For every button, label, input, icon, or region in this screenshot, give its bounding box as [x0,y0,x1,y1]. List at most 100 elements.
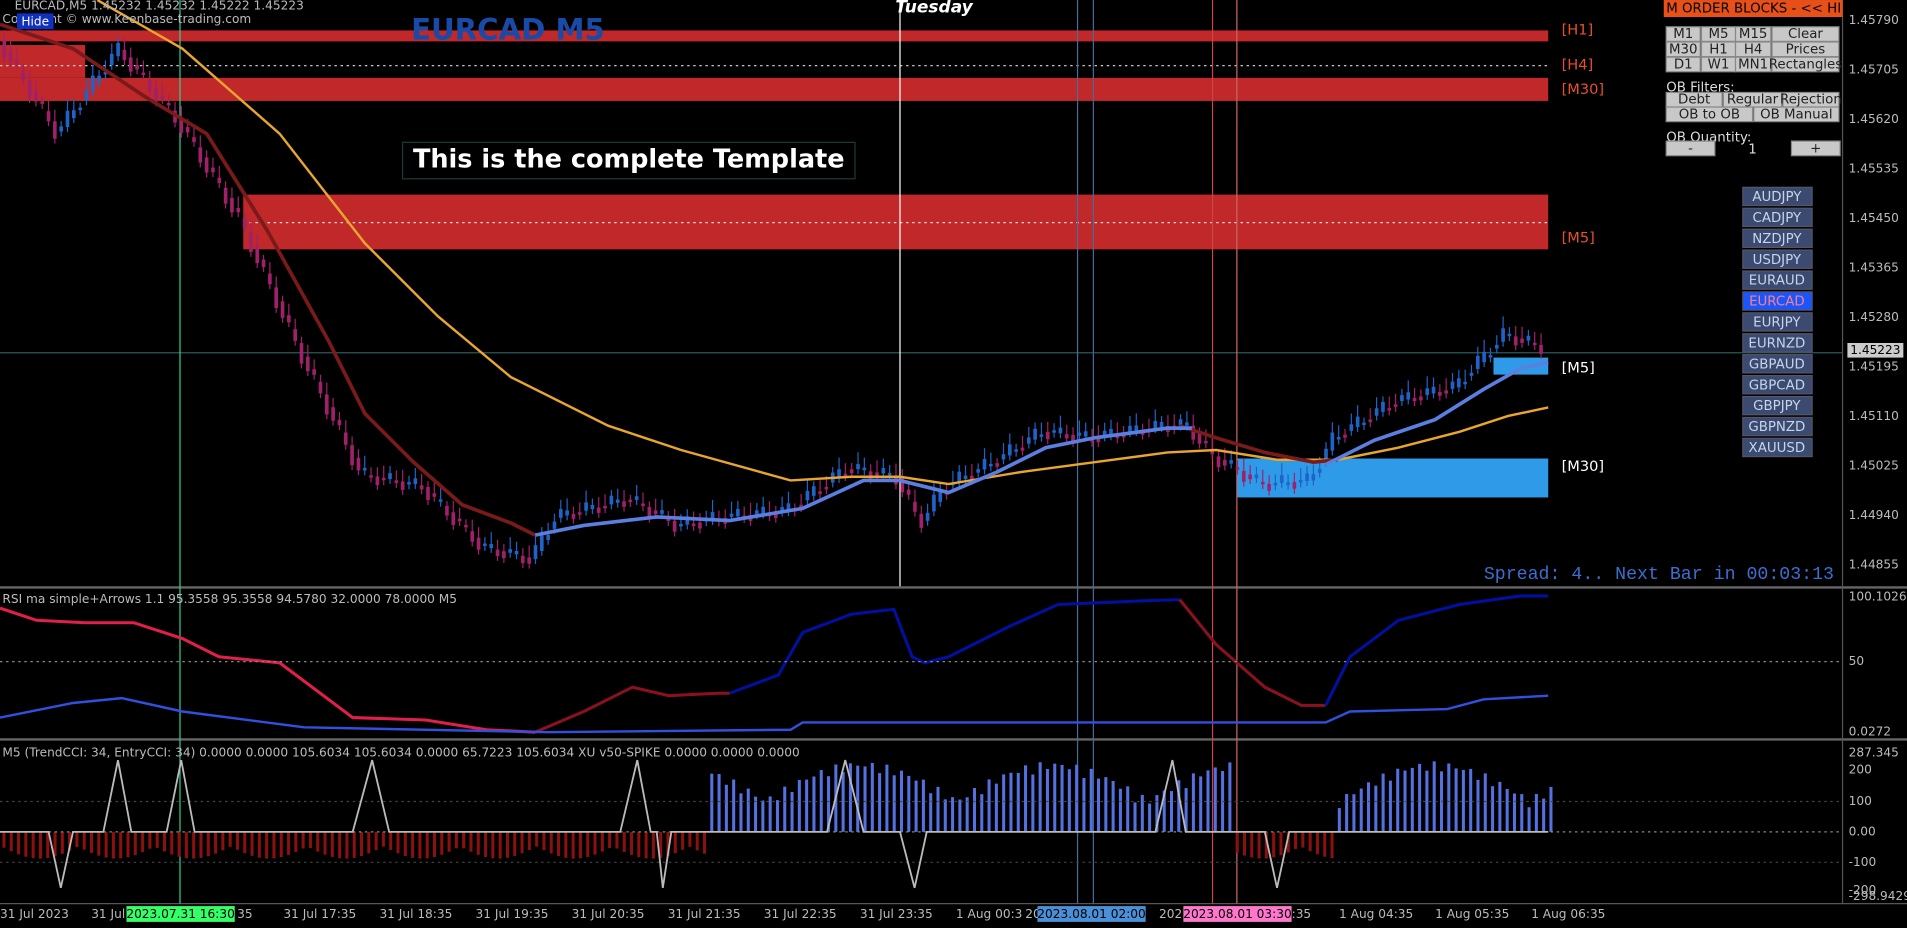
symbol-button[interactable] [1742,186,1813,207]
filter-button-label[interactable]: Debt [1678,93,1710,108]
cci-bar [564,831,568,858]
hide-button[interactable] [17,13,54,30]
timeframe-button-label[interactable]: W1 [1708,57,1730,72]
timeframe-button[interactable] [1771,56,1840,73]
filter-button-label[interactable]: Regular [1727,93,1779,108]
symbol-button[interactable] [1742,291,1813,311]
cci-bar [673,831,677,854]
symbol-label[interactable]: GBPNZD [1748,420,1805,435]
symbol-label[interactable]: XAUUSD [1749,441,1806,456]
cci-bar [338,831,342,859]
candle-body [558,509,563,518]
cci-bar [943,799,947,832]
timeframe-button-label[interactable]: Clear [1788,27,1823,42]
symbol-label[interactable]: CADJPY [1753,211,1802,226]
minus-button[interactable] [1665,140,1716,157]
cci-bar [1191,773,1195,832]
symbol-button[interactable] [1742,354,1813,374]
symbol-button[interactable] [1742,270,1813,290]
timeframe-button-label[interactable]: H1 [1709,42,1728,57]
cci-bar [148,831,152,849]
cci-bar [301,831,305,849]
candle-body [577,512,582,515]
time-label: 31 Jul 18:35 [379,907,452,921]
cci-bar [1367,782,1371,832]
cci-bar [724,784,728,832]
candle-body [53,121,57,139]
zone-label: [H4] [1562,57,1594,74]
symbol-label[interactable]: GBPAUD [1749,357,1805,372]
cci-bar [228,831,232,847]
price-label: 1.45195 [1849,360,1899,374]
symbol-button[interactable] [1742,228,1813,249]
cci-bar [1454,768,1458,832]
symbol-label[interactable]: EURCAD [1749,295,1805,310]
plus-button[interactable] [1790,140,1841,157]
symbol-label[interactable]: AUDJPY [1752,190,1802,205]
timeframe-button-label[interactable]: M15 [1739,27,1768,42]
timeframe-button-label[interactable]: MN1 [1738,57,1768,72]
timeframe-button-label[interactable]: H4 [1744,42,1763,57]
filter-button-label[interactable]: Rejection [1780,93,1842,108]
timeframe-button[interactable] [1734,56,1772,73]
symbol-label[interactable]: GBPJPY [1753,399,1801,414]
cci-bar [666,831,670,856]
copyright: Copyright © www.Keenbase-trading.com [2,12,251,26]
filter-button-label[interactable]: OB Manual [1760,107,1832,122]
timeframe-button[interactable] [1665,56,1701,73]
symbol-button[interactable] [1742,374,1813,395]
candle-body [331,407,335,421]
candle-body [1438,391,1442,396]
timeframe-button-label[interactable]: M30 [1669,42,1698,57]
price-label: 1.44940 [1849,508,1899,522]
symbol-button[interactable] [1742,416,1813,437]
time-label: 31 Jul 2023 [0,907,69,921]
timeframe-button-label[interactable]: Rectangles [1769,57,1843,72]
cci-bar [498,831,502,859]
symbol-button[interactable] [1742,333,1813,353]
candle-body [1260,481,1265,485]
candle-body [1387,408,1392,411]
cci-bar [549,831,553,854]
filter-button[interactable] [1665,106,1754,123]
hide-button-label[interactable]: Hide [21,14,49,28]
cci-bar [841,772,845,832]
candle-body [451,512,456,526]
cci-bar [1140,794,1144,832]
filter-button[interactable] [1753,106,1840,123]
cci-bar [1425,770,1429,832]
time-label: :35 [1292,907,1312,921]
candle-body [350,445,354,466]
symbol-label[interactable]: NZDJPY [1752,232,1802,247]
candle-body [647,506,652,518]
timeframe-button-label[interactable]: D1 [1674,57,1693,72]
symbol-button[interactable] [1742,437,1813,458]
timeframe-button-label[interactable]: M1 [1673,27,1693,42]
candle-body [1469,372,1474,376]
symbol-button[interactable] [1742,249,1813,269]
zone [1236,458,1549,498]
candle-body [1014,449,1018,452]
cci-bar [754,796,758,832]
candle-body [318,381,323,394]
ma-fast [1324,360,1549,467]
symbol-label[interactable]: EURNZD [1748,336,1805,351]
cci-bar [1031,774,1035,832]
symbol-button[interactable] [1742,207,1813,228]
symbol-button[interactable] [1742,312,1813,332]
timeframe-button-label[interactable]: Prices [1786,42,1826,57]
symbol-label[interactable]: EURAUD [1749,274,1805,289]
candle-body [141,72,146,76]
symbol-label[interactable]: GBPCAD [1749,378,1805,393]
symbol-label[interactable]: USDJPY [1753,253,1802,268]
time-label: 1 Aug 06:35 [1531,907,1605,921]
cci-bar [848,763,852,832]
timeframe-button-label[interactable]: M5 [1708,27,1728,42]
symbol-label[interactable]: EURJPY [1753,316,1801,331]
cci-bar [812,776,816,832]
symbol-button[interactable] [1742,395,1813,416]
minus-button-label[interactable]: - [1688,141,1693,156]
plus-button-label[interactable]: + [1810,141,1821,156]
filter-button-label[interactable]: OB to OB [1679,107,1740,122]
